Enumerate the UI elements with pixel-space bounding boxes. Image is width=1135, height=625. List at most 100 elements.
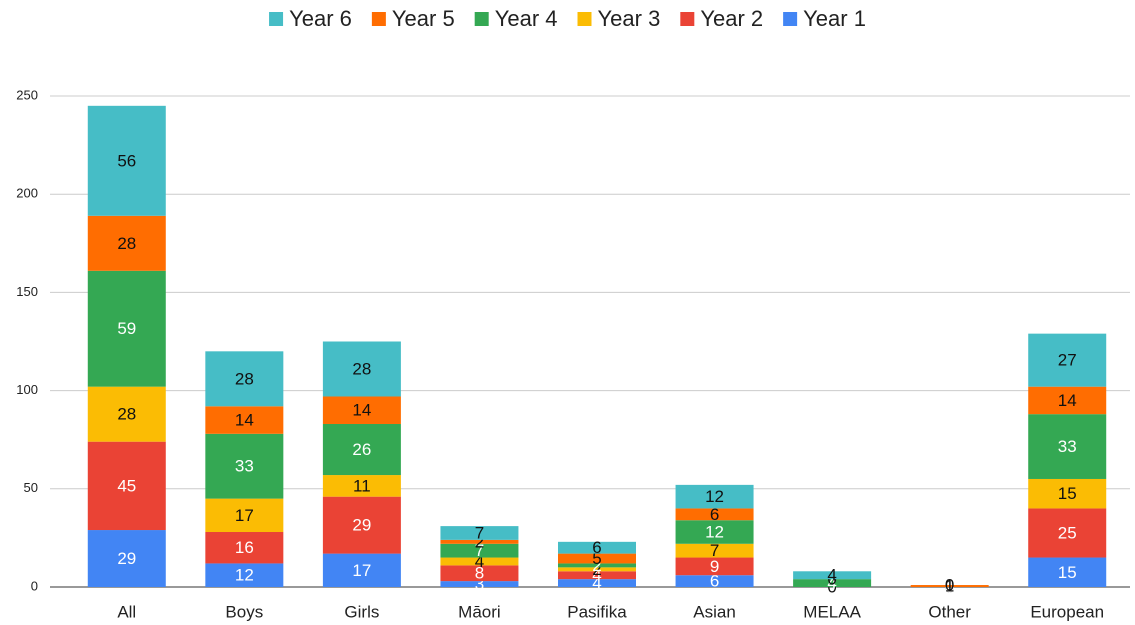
bar-segment <box>205 406 284 434</box>
data-label: 59 <box>117 319 136 338</box>
bar-segment <box>675 543 754 558</box>
bar-segment <box>322 396 401 424</box>
data-label: 9 <box>710 557 719 576</box>
data-label: 26 <box>352 440 371 459</box>
data-label: 8 <box>475 564 484 583</box>
legend-label: Year 5 <box>392 6 455 31</box>
legend-label: Year 4 <box>495 6 558 31</box>
data-label: 28 <box>235 369 254 388</box>
bar-segment <box>87 105 166 216</box>
bar-segment <box>87 530 166 587</box>
data-label: 29 <box>117 549 136 568</box>
data-label: 4 <box>592 566 601 585</box>
data-label: 4 <box>592 574 601 593</box>
legend-swatch <box>577 12 592 26</box>
y-tick-label: 150 <box>16 284 38 299</box>
bar-segment <box>1028 557 1107 587</box>
legend-swatch <box>680 12 695 26</box>
bar-segment <box>205 563 284 587</box>
y-tick-label: 100 <box>16 382 38 397</box>
bar-segment <box>1028 386 1107 415</box>
data-label: 7 <box>710 541 719 560</box>
data-label: 7 <box>475 541 484 560</box>
data-label: 33 <box>1058 437 1077 456</box>
x-tick-label: Pasifika <box>567 602 627 621</box>
bar-segment <box>205 532 284 564</box>
data-label: 2 <box>592 556 601 575</box>
bar-segment <box>558 541 636 554</box>
bar-segment <box>322 423 401 476</box>
data-label: 14 <box>1058 391 1077 410</box>
bar-segment <box>440 526 519 540</box>
bar-segment <box>87 270 166 387</box>
legend-label: Year 2 <box>700 6 763 31</box>
data-label: 28 <box>117 405 136 424</box>
bar-segment <box>675 557 754 576</box>
bar-segment <box>558 571 636 580</box>
legend-swatch <box>269 12 284 26</box>
legend-swatch <box>474 12 489 26</box>
bar-segment <box>322 341 401 397</box>
bar-segment <box>87 441 166 531</box>
bar-segment <box>322 496 401 554</box>
bar-segment <box>675 520 754 544</box>
bar-segment <box>675 575 754 587</box>
y-tick-label: 0 <box>31 578 38 593</box>
data-label: 3 <box>475 575 484 594</box>
bar-segment <box>1028 333 1107 387</box>
bar-segment <box>1028 414 1107 479</box>
bar-segment <box>440 543 519 558</box>
bar-segment <box>910 585 989 587</box>
data-label: 6 <box>710 572 719 591</box>
bar-segment <box>205 351 284 407</box>
bar-segment <box>440 557 519 566</box>
x-tick-label: MELAA <box>803 602 861 621</box>
data-label: 15 <box>1058 484 1077 503</box>
data-label: 12 <box>235 566 254 585</box>
legend-swatch <box>783 12 798 26</box>
legend-label: Year 3 <box>598 6 661 31</box>
data-label: 6 <box>710 505 719 524</box>
bar-segment <box>558 579 636 587</box>
bar-segment <box>440 565 519 582</box>
y-tick-label: 50 <box>24 480 38 495</box>
data-label: 14 <box>352 401 371 420</box>
x-tick-label: All <box>117 602 136 621</box>
legend-label: Year 1 <box>803 6 866 31</box>
bar-segment <box>1028 508 1107 558</box>
bar-segment <box>322 475 401 497</box>
data-label: 45 <box>117 476 136 495</box>
y-tick-label: 200 <box>16 186 38 201</box>
bar-segment <box>87 386 166 442</box>
legend-swatch <box>371 12 386 26</box>
data-label: 12 <box>705 487 724 506</box>
x-tick-label: Boys <box>225 602 263 621</box>
data-label: 27 <box>1058 351 1077 370</box>
data-label: 11 <box>353 476 371 495</box>
bar-segment <box>793 579 872 587</box>
data-label: 14 <box>235 411 254 430</box>
data-label: 6 <box>592 538 601 557</box>
legend-label: Year 6 <box>289 6 352 31</box>
bar-segment <box>558 567 636 572</box>
data-label: 17 <box>235 506 254 525</box>
bar-segment <box>558 553 636 564</box>
bar-segment <box>675 508 754 521</box>
data-label: 4 <box>827 574 836 593</box>
bar-segment <box>440 539 519 544</box>
x-tick-label: Māori <box>458 602 501 621</box>
data-label: 29 <box>352 516 371 535</box>
x-tick-label: Other <box>928 602 971 621</box>
data-label: 16 <box>235 538 254 557</box>
data-label: 4 <box>827 566 836 585</box>
data-label: 28 <box>117 234 136 253</box>
data-label: 33 <box>235 457 254 476</box>
data-label: 17 <box>352 561 371 580</box>
data-label: 15 <box>1058 563 1077 582</box>
data-label: 25 <box>1058 523 1077 542</box>
data-label: 56 <box>117 151 136 170</box>
data-label: 0 <box>945 576 954 595</box>
bar-segment <box>440 581 519 587</box>
y-tick-label: 250 <box>16 87 38 102</box>
data-label: 2 <box>475 532 484 551</box>
